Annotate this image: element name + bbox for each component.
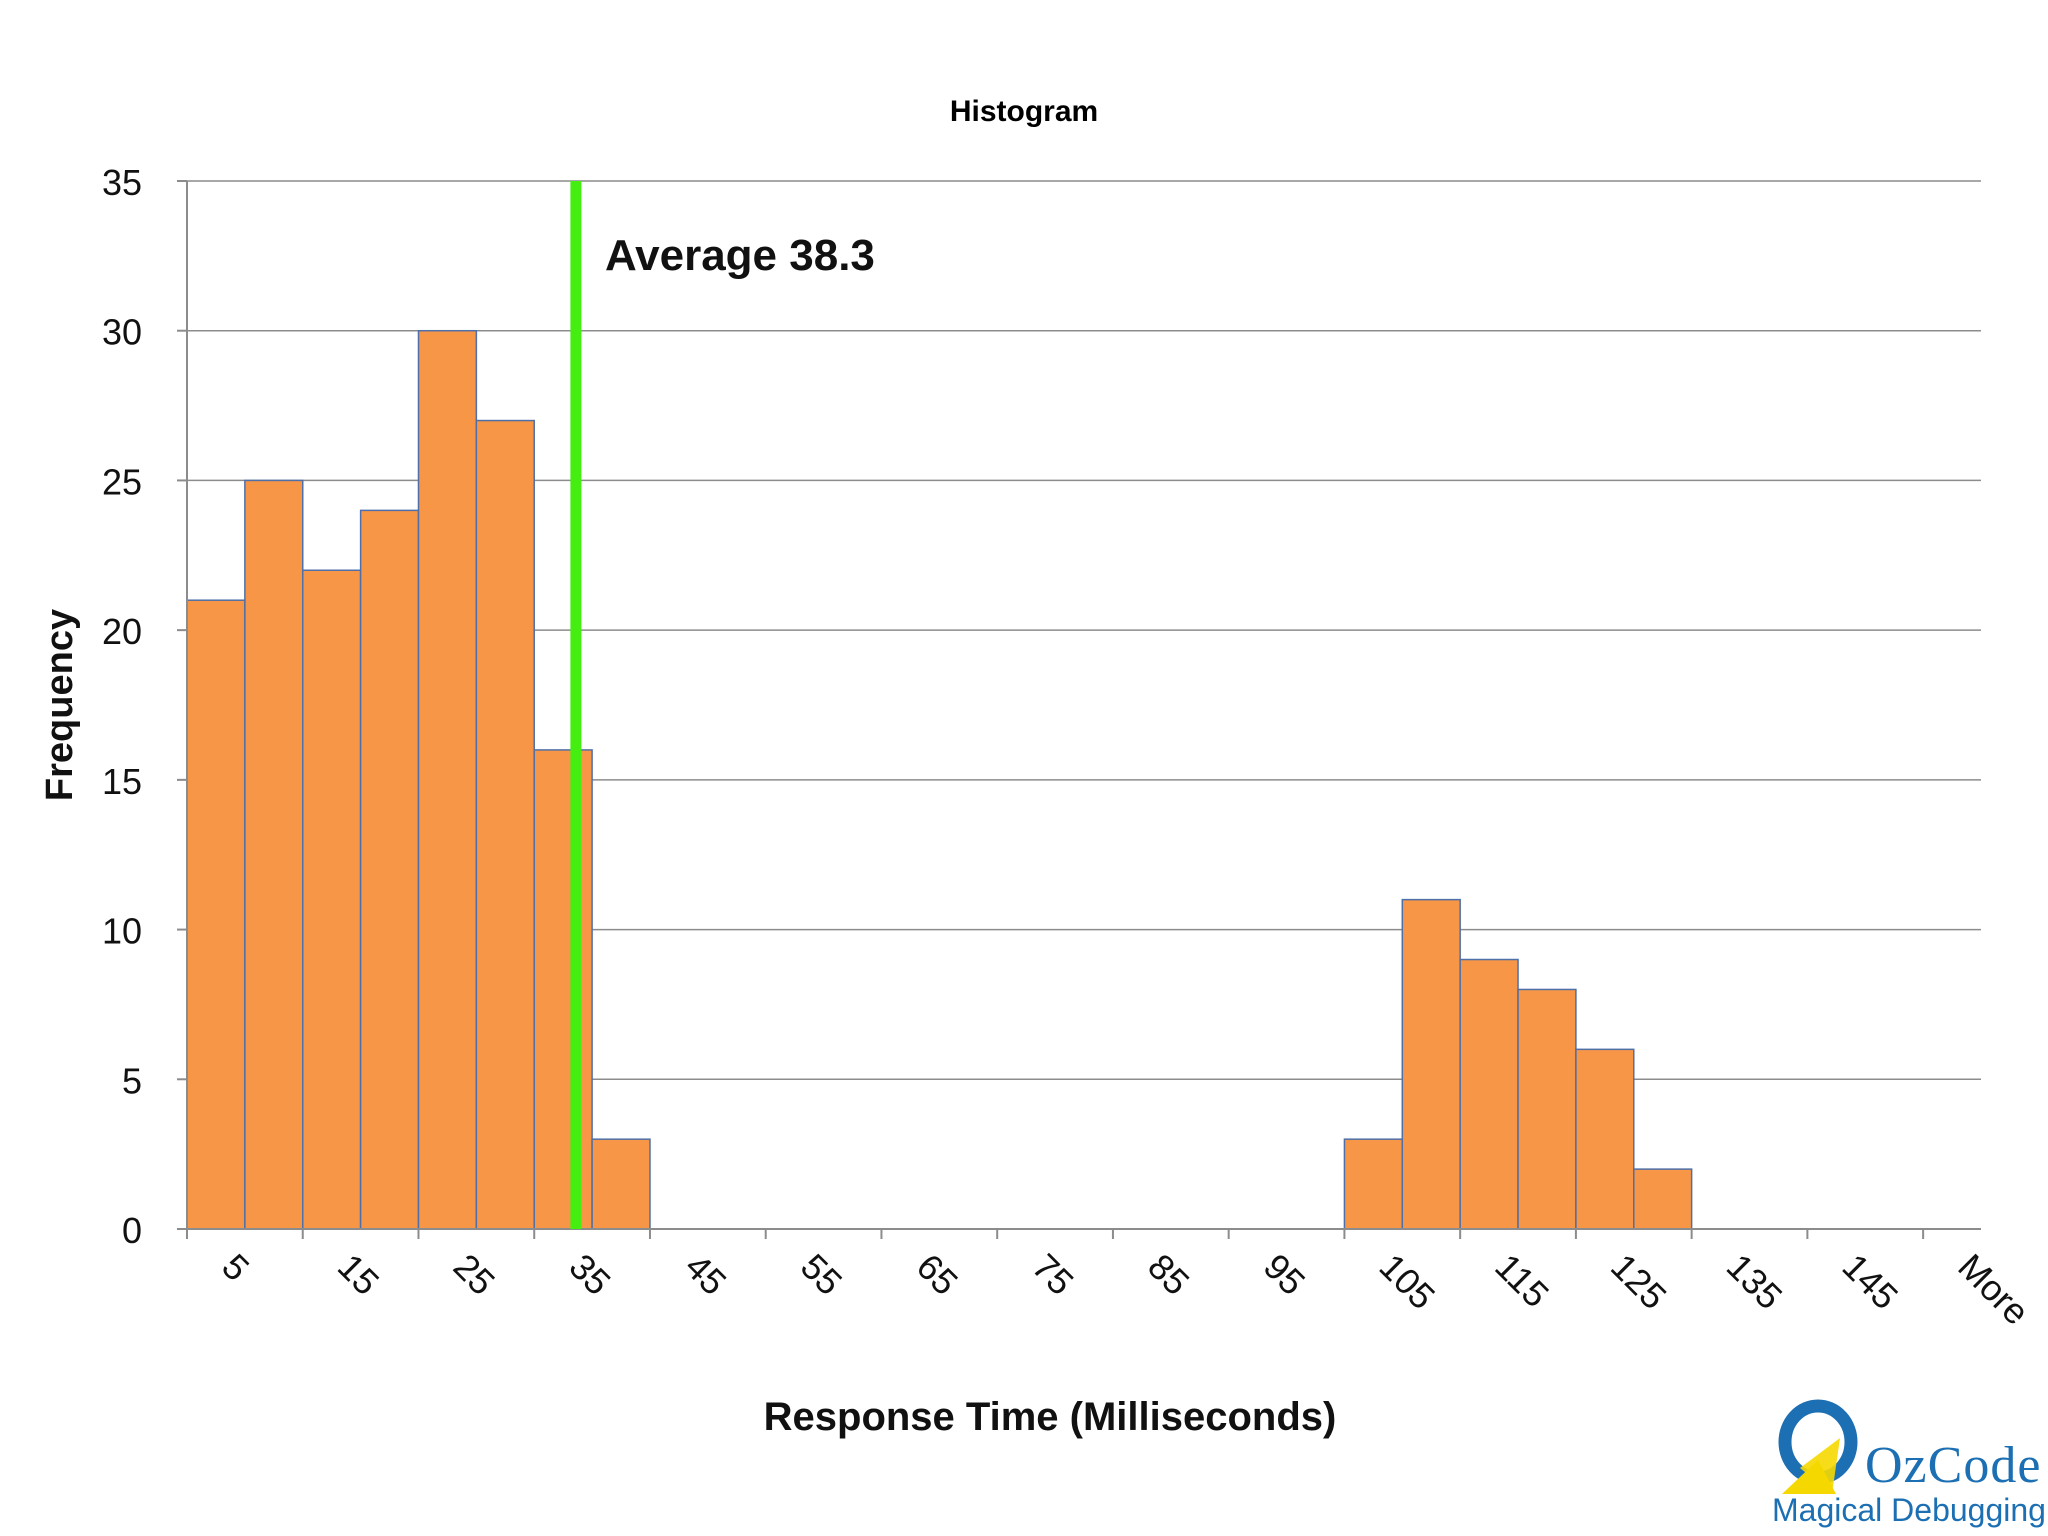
y-tick-label-20: 20 xyxy=(102,611,142,652)
bar-120-125 xyxy=(1575,1048,1635,1230)
x-tick-label-35: 35 xyxy=(561,1246,618,1303)
x-tick-label-15: 15 xyxy=(330,1246,387,1303)
y-tick-label-25: 25 xyxy=(102,461,142,502)
y-tick-label-35: 35 xyxy=(102,162,142,203)
y-tick-label-0: 0 xyxy=(122,1210,142,1251)
bar-15-20 xyxy=(359,509,420,1230)
y-tick-label-15: 15 xyxy=(102,761,142,802)
y-tick-label-30: 30 xyxy=(102,312,142,353)
average-label: Average 38.3 xyxy=(605,231,875,280)
x-tick-labels: 5 15 25 35 45 55 65 75 85 95 105 115 125 135 145 More xyxy=(214,1246,2037,1333)
y-tick-label-5: 5 xyxy=(122,1060,142,1101)
bars xyxy=(186,329,1693,1230)
bar-115-120 xyxy=(1517,988,1577,1230)
x-tick-label-25: 25 xyxy=(446,1246,503,1303)
bar-25-30 xyxy=(475,419,535,1230)
ozcode-tagline: Magical Debugging xyxy=(1772,1492,2046,1528)
bar-20-25 xyxy=(417,329,478,1230)
x-tick-label-65: 65 xyxy=(909,1246,966,1303)
bar-30-35 xyxy=(533,749,593,1230)
bar-0-5 xyxy=(186,599,246,1230)
bar-100-105 xyxy=(1343,1138,1404,1230)
x-tick-label-75: 75 xyxy=(1024,1246,1081,1303)
x-tick-label-45: 45 xyxy=(677,1246,734,1303)
x-axis-label: Response Time (Milliseconds) xyxy=(764,1395,1337,1439)
y-axis-label: Frequency xyxy=(39,609,81,801)
bar-35-40 xyxy=(591,1138,651,1230)
x-tick-label-More: More xyxy=(1950,1246,2037,1333)
bar-105-110 xyxy=(1401,898,1461,1230)
x-tick-label-145: 145 xyxy=(1835,1246,1906,1317)
ozcode-logo: OzCode Magical Debugging xyxy=(1770,1398,2046,1533)
chart-title: Histogram xyxy=(950,95,1098,128)
bar-5-10 xyxy=(244,479,304,1230)
x-tick-label-95: 95 xyxy=(1256,1246,1313,1303)
y-tick-labels: 0 5 10 15 20 25 30 35 xyxy=(102,162,142,1251)
x-tick-label-55: 55 xyxy=(793,1246,850,1303)
axes xyxy=(177,180,1981,1239)
x-tick-label-135: 135 xyxy=(1719,1246,1790,1317)
bar-110-115 xyxy=(1459,958,1519,1230)
y-tick-label-10: 10 xyxy=(102,911,142,952)
x-tick-label-85: 85 xyxy=(1140,1246,1197,1303)
x-tick-label-115: 115 xyxy=(1487,1246,1557,1316)
x-tick-label-125: 125 xyxy=(1603,1246,1674,1317)
ozcode-logo-icon xyxy=(1778,1399,1858,1494)
x-tick-label-105: 105 xyxy=(1372,1246,1443,1317)
ozcode-logo-name: OzCode xyxy=(1865,1437,2042,1494)
x-tick-label-5: 5 xyxy=(214,1246,257,1289)
bar-10-15 xyxy=(301,569,362,1230)
bar-125-130 xyxy=(1633,1168,1693,1230)
